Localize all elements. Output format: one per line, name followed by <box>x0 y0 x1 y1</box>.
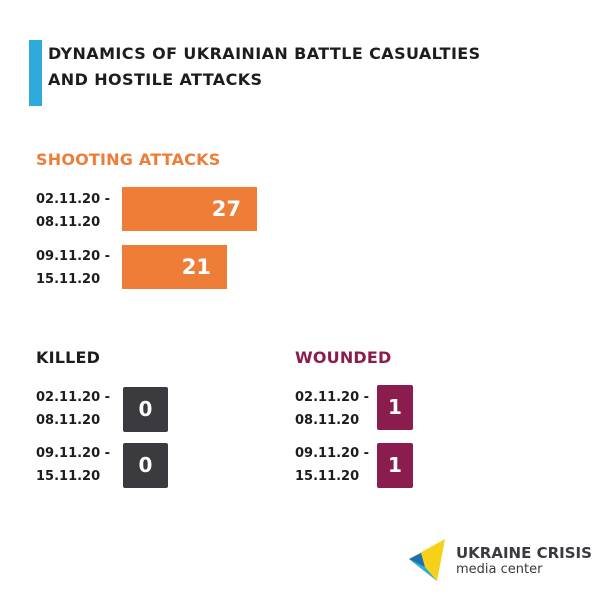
page-title-line2: AND HOSTILE ATTACKS <box>48 70 263 89</box>
shooting-period-1-end: 08.11.20 <box>36 215 101 230</box>
logo-blue-shape <box>409 559 437 581</box>
killed-period-1-end: 08.11.20 <box>36 413 101 428</box>
killed-value-1: 0 <box>123 387 168 432</box>
logo-darkblue-shape <box>409 553 425 567</box>
shooting-period-1-start: 02.11.20 - <box>36 192 111 207</box>
wounded-period-1: 02.11.20 - 08.11.20 <box>295 386 369 432</box>
killed-title: KILLED <box>36 348 101 367</box>
shooting-period-2: 09.11.20 - 15.11.20 <box>36 245 110 291</box>
shooting-period-2-start: 09.11.20 - <box>36 249 111 264</box>
wounded-period-1-end: 08.11.20 <box>295 413 360 428</box>
shooting-bar-2-value: 21 <box>181 255 211 279</box>
title-accent-bar <box>29 40 42 106</box>
shooting-period-2-end: 15.11.20 <box>36 272 101 287</box>
logo-yellow-shape <box>409 539 445 581</box>
killed-period-1-start: 02.11.20 - <box>36 390 111 405</box>
killed-value-2: 0 <box>123 443 168 488</box>
shooting-bar-2: 21 <box>122 245 227 289</box>
killed-period-2-end: 15.11.20 <box>36 469 101 484</box>
ukraine-crisis-logo-icon <box>409 539 445 581</box>
page-title-line1: DYNAMICS OF UKRAINIAN BATTLE CASUALTIES <box>48 44 481 63</box>
shooting-period-1: 02.11.20 - 08.11.20 <box>36 188 110 234</box>
wounded-period-2-end: 15.11.20 <box>295 469 360 484</box>
wounded-title: WOUNDED <box>295 348 392 367</box>
killed-period-2: 09.11.20 - 15.11.20 <box>36 442 110 488</box>
logo-text: UKRAINE CRISIS media center <box>456 544 592 578</box>
logo-line1: UKRAINE CRISIS <box>456 544 592 562</box>
killed-period-1: 02.11.20 - 08.11.20 <box>36 386 110 432</box>
shooting-attacks-title: SHOOTING ATTACKS <box>36 150 221 169</box>
killed-period-2-start: 09.11.20 - <box>36 446 111 461</box>
shooting-bar-1: 27 <box>122 187 257 231</box>
page-title: DYNAMICS OF UKRAINIAN BATTLE CASUALTIES … <box>48 41 481 93</box>
wounded-value-2: 1 <box>377 443 413 488</box>
shooting-bar-1-value: 27 <box>211 197 241 221</box>
wounded-period-2: 09.11.20 - 15.11.20 <box>295 442 369 488</box>
wounded-period-2-start: 09.11.20 - <box>295 446 370 461</box>
wounded-period-1-start: 02.11.20 - <box>295 390 370 405</box>
wounded-value-1: 1 <box>377 385 413 430</box>
logo-line2: media center <box>456 562 543 577</box>
